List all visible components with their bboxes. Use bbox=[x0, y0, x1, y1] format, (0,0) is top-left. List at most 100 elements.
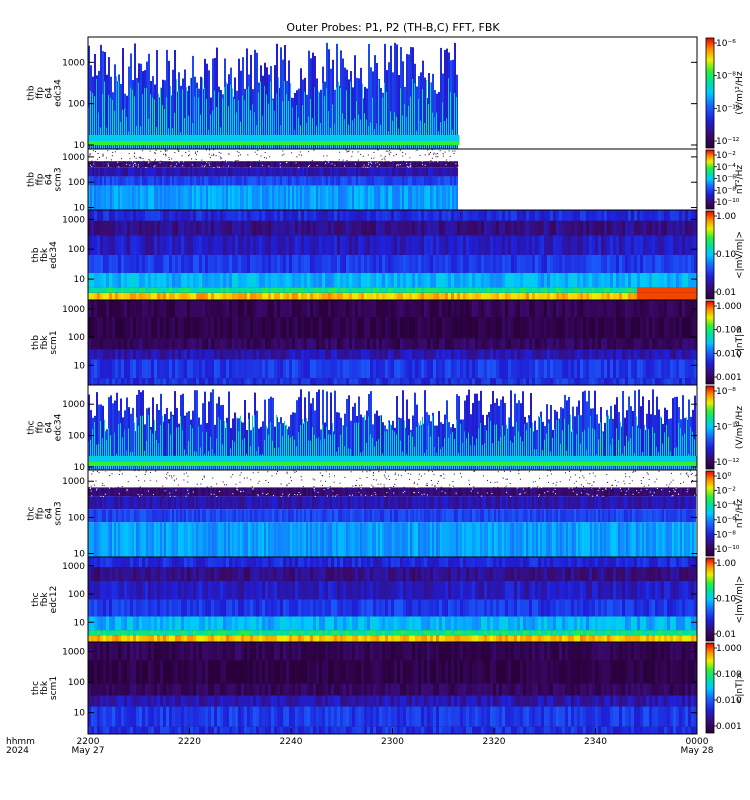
svg-text:thb: thb bbox=[27, 85, 37, 100]
ytick-label: 100 bbox=[68, 590, 85, 600]
ytick-label: 10 bbox=[74, 361, 86, 371]
colorbar-thb-ffp-scm3: 10⁻² 10⁻⁴ 10⁻⁶10⁻⁸ 10⁻¹⁰ nT²/Hz bbox=[705, 149, 745, 210]
spectrogram-thb-ffp-e34 bbox=[88, 42, 460, 150]
colorbar-label: nT²/Hz bbox=[735, 165, 745, 195]
ytick-label: 100 bbox=[68, 513, 85, 523]
ytick-label: 100 bbox=[68, 245, 85, 255]
ylabel-thb-fbk-scm1: thb fbk scm1 bbox=[31, 330, 59, 354]
xtick-label: 2300 bbox=[381, 737, 404, 747]
ylabel-thc-fbk-edc12: thc fbk edc12 bbox=[31, 586, 59, 614]
ytick-label: 1000 bbox=[62, 58, 85, 68]
svg-text:0.001: 0.001 bbox=[716, 373, 742, 383]
panel-thc-ffp-e34: 10 100 1000 thc ffp 64 edc34 10⁻⁸10⁻¹⁰10⁻¹²(V/m… bbox=[27, 384, 745, 473]
ytick-label: 100 bbox=[68, 100, 85, 110]
panel-thb-fbk-scm1: 10 100 1000 thb fbk scm1 1.000 0.100 0.010 0.001 <… bbox=[31, 299, 745, 386]
ytick-label: 1000 bbox=[62, 648, 85, 658]
svg-text:0.100: 0.100 bbox=[716, 326, 742, 336]
spectrogram-thc-ffp-scm3 bbox=[88, 470, 697, 557]
svg-text:10⁻⁸: 10⁻⁸ bbox=[716, 72, 736, 82]
svg-text:10⁻⁸: 10⁻⁸ bbox=[716, 186, 736, 196]
spectrogram-thc-fbk-edc12 bbox=[88, 557, 697, 642]
svg-text:10⁻⁶: 10⁻⁶ bbox=[716, 175, 736, 185]
svg-text:10⁻²: 10⁻² bbox=[716, 151, 736, 161]
svg-text:edc34: edc34 bbox=[54, 79, 64, 107]
xtick-date: May 28 bbox=[681, 746, 714, 756]
colorbar-label: (V/m)²/Hz bbox=[735, 406, 745, 449]
svg-text:thb: thb bbox=[27, 172, 37, 187]
xtick-label: 0000 bbox=[686, 737, 709, 747]
svg-text:10⁻⁴: 10⁻⁴ bbox=[716, 163, 736, 173]
colorbar-label: <|mV/m|> bbox=[735, 576, 745, 624]
colorbar-thb-ffp-e34: 10⁻⁶ 10⁻⁸ 10⁻¹⁰ 10⁻¹² (V/m)²/Hz bbox=[705, 37, 745, 149]
svg-text:10⁻⁶: 10⁻⁶ bbox=[716, 39, 736, 49]
chart-title: Outer Probes: P1, P2 (TH-B,C) FFT, FBK bbox=[286, 21, 500, 34]
corner-label-hhmm: hhmm bbox=[6, 737, 35, 747]
svg-text:thb: thb bbox=[31, 335, 41, 350]
ytick-label: 10 bbox=[74, 275, 86, 285]
colorbar-thc-fbk-edc12: 1.000.100.01<|mV/m|> bbox=[705, 557, 745, 642]
ylabel-thc-fbk-scm1: thc fbk scm1 bbox=[31, 676, 59, 700]
ytick-label: 100 bbox=[68, 678, 85, 688]
ytick-label: 10 bbox=[74, 141, 86, 151]
svg-text:scm1: scm1 bbox=[49, 330, 59, 354]
ytick-label: 1000 bbox=[62, 153, 85, 163]
ytick-label: 10 bbox=[74, 709, 86, 719]
spectrogram-thc-fbk-scm1 bbox=[88, 642, 697, 734]
ytick-label: 10 bbox=[74, 463, 86, 473]
svg-text:10⁻¹⁰: 10⁻¹⁰ bbox=[716, 104, 740, 114]
svg-text:10⁻¹²: 10⁻¹² bbox=[716, 137, 740, 147]
xtick-label: 2220 bbox=[178, 737, 201, 747]
colorbar-thb-fbk-scm1: 1.000 0.100 0.010 0.001 <|nT|> bbox=[705, 300, 745, 385]
corner-label-year: 2024 bbox=[6, 746, 29, 756]
svg-text:fbk: fbk bbox=[40, 247, 50, 262]
colorbar-label: <|nT|> bbox=[735, 326, 745, 358]
ylabel-thb-ffp-e34: thb ffp 64 edc34 bbox=[27, 79, 64, 107]
colorbar-label: nT²/Hz bbox=[735, 499, 745, 529]
svg-text:64: 64 bbox=[45, 174, 55, 186]
svg-text:0.10: 0.10 bbox=[716, 250, 736, 260]
spectrogram-thb-ffp-scm3 bbox=[88, 149, 459, 210]
svg-text:thb: thb bbox=[31, 247, 41, 262]
spectrogram-thc-ffp-e34 bbox=[88, 389, 697, 470]
panel-thc-fbk-scm1: 10 100 1000 thc fbk scm1 1.0000.1000.0100.001<… bbox=[31, 641, 745, 735]
ytick-label: 100 bbox=[68, 178, 85, 188]
xtick-date: May 27 bbox=[72, 746, 105, 756]
ytick-label: 100 bbox=[68, 333, 85, 343]
ytick-label: 1000 bbox=[62, 215, 85, 225]
ytick-label: 1000 bbox=[62, 305, 85, 315]
panel-thc-fbk-edc12: 10 100 1000 thc fbk edc12 1.000.100.01<|mV/m|> bbox=[31, 556, 745, 643]
svg-text:ffp: ffp bbox=[36, 87, 46, 99]
ytick-label: 1000 bbox=[62, 477, 85, 487]
colorbar-label: <|nT|> bbox=[735, 672, 745, 704]
ytick-label: 10 bbox=[74, 549, 86, 559]
spectrogram-thb-fbk-scm1 bbox=[88, 300, 697, 385]
spectrogram-thb-fbk-edc34 bbox=[88, 210, 697, 300]
svg-text:0.010: 0.010 bbox=[716, 349, 742, 359]
xtick-label: 2340 bbox=[584, 737, 607, 747]
svg-text:scm3: scm3 bbox=[54, 167, 64, 191]
panel-thc-ffp-scm3: 10 100 1000 thc ffp 64 scm3 10⁰10⁻²10⁻⁴10⁻⁶10⁻⁸… bbox=[27, 469, 745, 559]
svg-text:64: 64 bbox=[45, 87, 55, 99]
ylabel-thc-ffp-e34: thc ffp 64 edc34 bbox=[27, 413, 64, 441]
svg-text:1.00: 1.00 bbox=[716, 212, 736, 222]
ylabel-thb-ffp-scm3: thb ffp 64 scm3 bbox=[27, 167, 64, 191]
colorbar-label: (V/m)²/Hz bbox=[735, 71, 745, 114]
xtick-label: 2200 bbox=[77, 737, 100, 747]
ylabel-thb-fbk-edc34: thb fbk edc34 bbox=[31, 241, 59, 269]
ylabel-thc-ffp-scm3: thc ffp 64 scm3 bbox=[27, 501, 64, 525]
svg-text:0.01: 0.01 bbox=[716, 288, 736, 298]
colorbar-label: <|mV/m|> bbox=[735, 231, 745, 279]
xtick-label: 2240 bbox=[280, 737, 303, 747]
svg-text:ffp: ffp bbox=[36, 173, 46, 185]
svg-text:edc34: edc34 bbox=[49, 241, 59, 269]
panel-thb-ffp-e34: 10 100 1000 thb ffp 64 edc34 10⁻⁶ 10⁻⁸ 10⁻¹⁰ 10⁻¹²… bbox=[27, 36, 745, 151]
svg-text:10⁻¹⁰: 10⁻¹⁰ bbox=[716, 198, 740, 208]
ytick-label: 10 bbox=[74, 204, 86, 214]
